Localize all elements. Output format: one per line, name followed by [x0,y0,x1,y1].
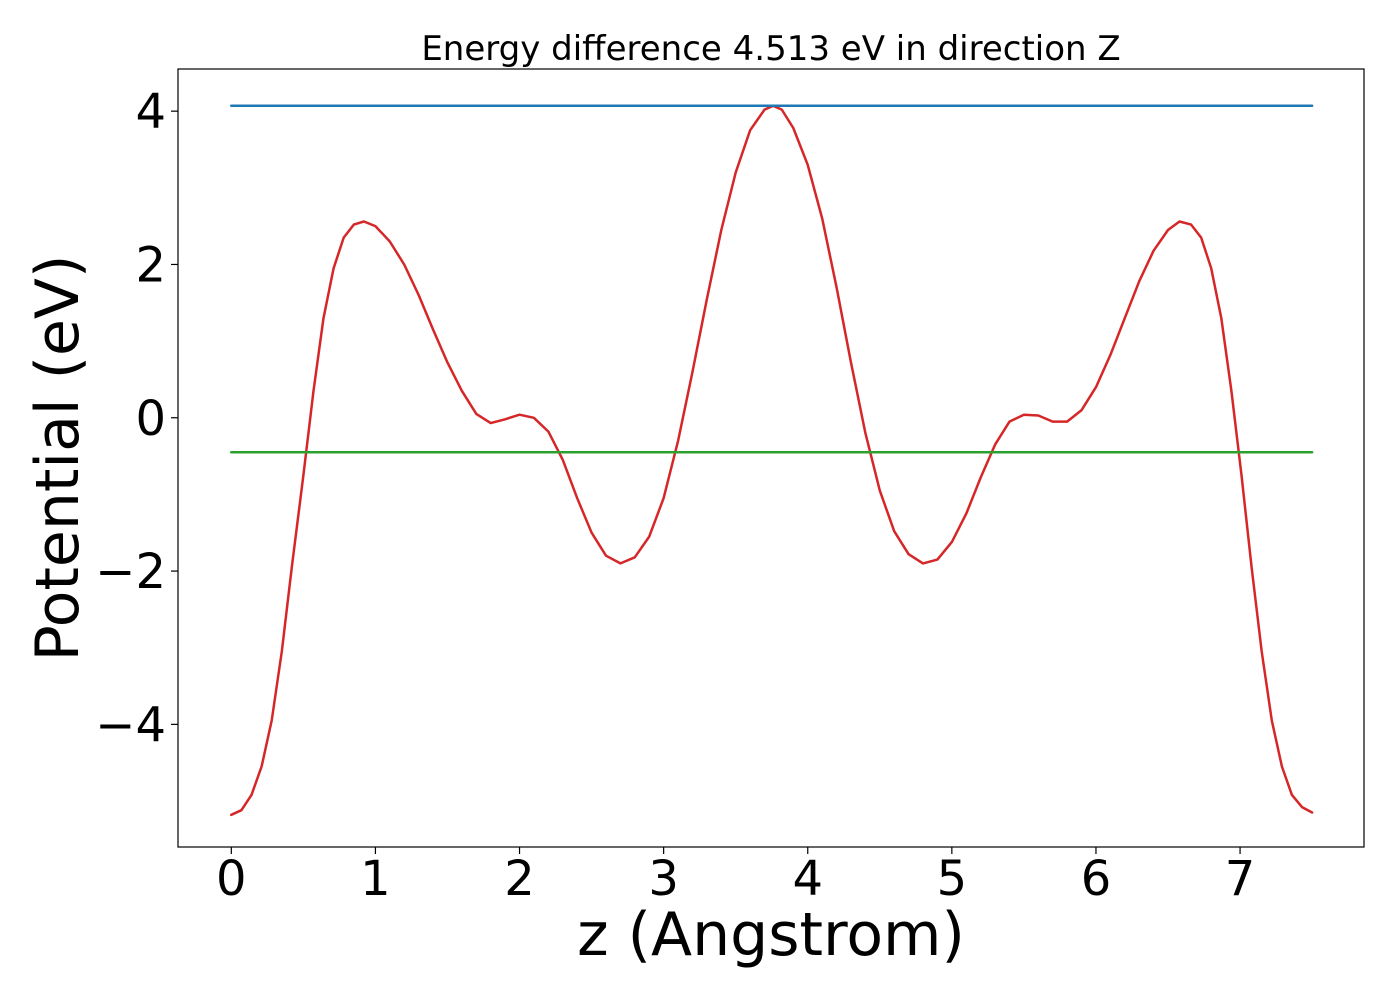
x-tick-label: 1 [360,851,391,907]
x-tick-label: 6 [1081,851,1112,907]
x-tick-label: 4 [792,851,823,907]
x-tick-label: 5 [937,851,968,907]
x-tick-label: 3 [648,851,679,907]
y-tick-label: −2 [95,544,166,600]
x-tick-label: 0 [216,851,247,907]
series-layer [230,104,1314,817]
x-axis: 0 1 2 3 4 5 6 7 [216,847,1255,907]
y-tick-label: 4 [135,84,166,140]
x-tick-label: 7 [1225,851,1256,907]
x-axis-label: z (Angstrom) [577,900,965,970]
y-axis: −4 −2 0 2 4 [95,84,178,753]
y-tick-label: −4 [95,697,166,753]
chart-title: Energy difference 4.513 eV in direction … [421,29,1120,69]
plot-frame [177,68,1365,848]
y-tick-label: 2 [135,237,166,293]
y-axis-label: Potential (eV) [23,255,93,662]
y-tick-label: 0 [135,391,166,447]
x-tick-label: 2 [504,851,535,907]
